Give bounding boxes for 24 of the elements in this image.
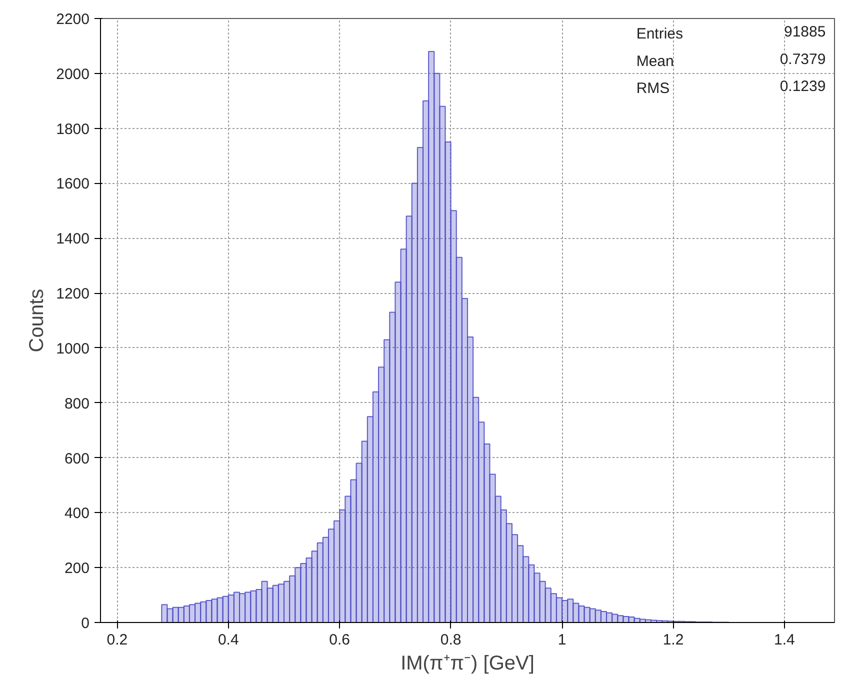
y-tick-label: 600 [64, 450, 90, 468]
x-tick-label: 0.4 [218, 632, 239, 648]
y-tick-label: 0 [81, 615, 90, 632]
y-tick-label: 1600 [56, 176, 90, 193]
y-tick-label: 2200 [56, 11, 90, 28]
text: Mean 0.7379 [636, 50, 826, 70]
y-tick-label: 1200 [56, 286, 90, 303]
x-axis-title: IM(π⁺π⁻) [GeV] [400, 652, 534, 674]
y-tick-label: 800 [64, 395, 90, 412]
text: RMS 0.1239 [636, 78, 826, 98]
x-tick-label: 0.2 [106, 632, 128, 648]
y-tick-label: 1400 [56, 230, 90, 248]
y-tick-label: 1800 [56, 120, 90, 138]
x-tick-label: 1 [558, 632, 566, 648]
y-tick-label: 400 [64, 505, 90, 522]
x-tick-label: 1.2 [662, 632, 684, 648]
x-tick-label: 1.4 [774, 632, 795, 648]
y-tick-label: 2000 [56, 66, 90, 83]
x-tick-label: 0.8 [440, 632, 462, 648]
text: Entries 91885 [636, 24, 826, 43]
y-tick-label: 1000 [56, 340, 90, 358]
y-axis-title: Counts [26, 288, 48, 352]
y-tick-label: 200 [64, 560, 90, 578]
x-tick-label: 0.6 [329, 632, 350, 648]
